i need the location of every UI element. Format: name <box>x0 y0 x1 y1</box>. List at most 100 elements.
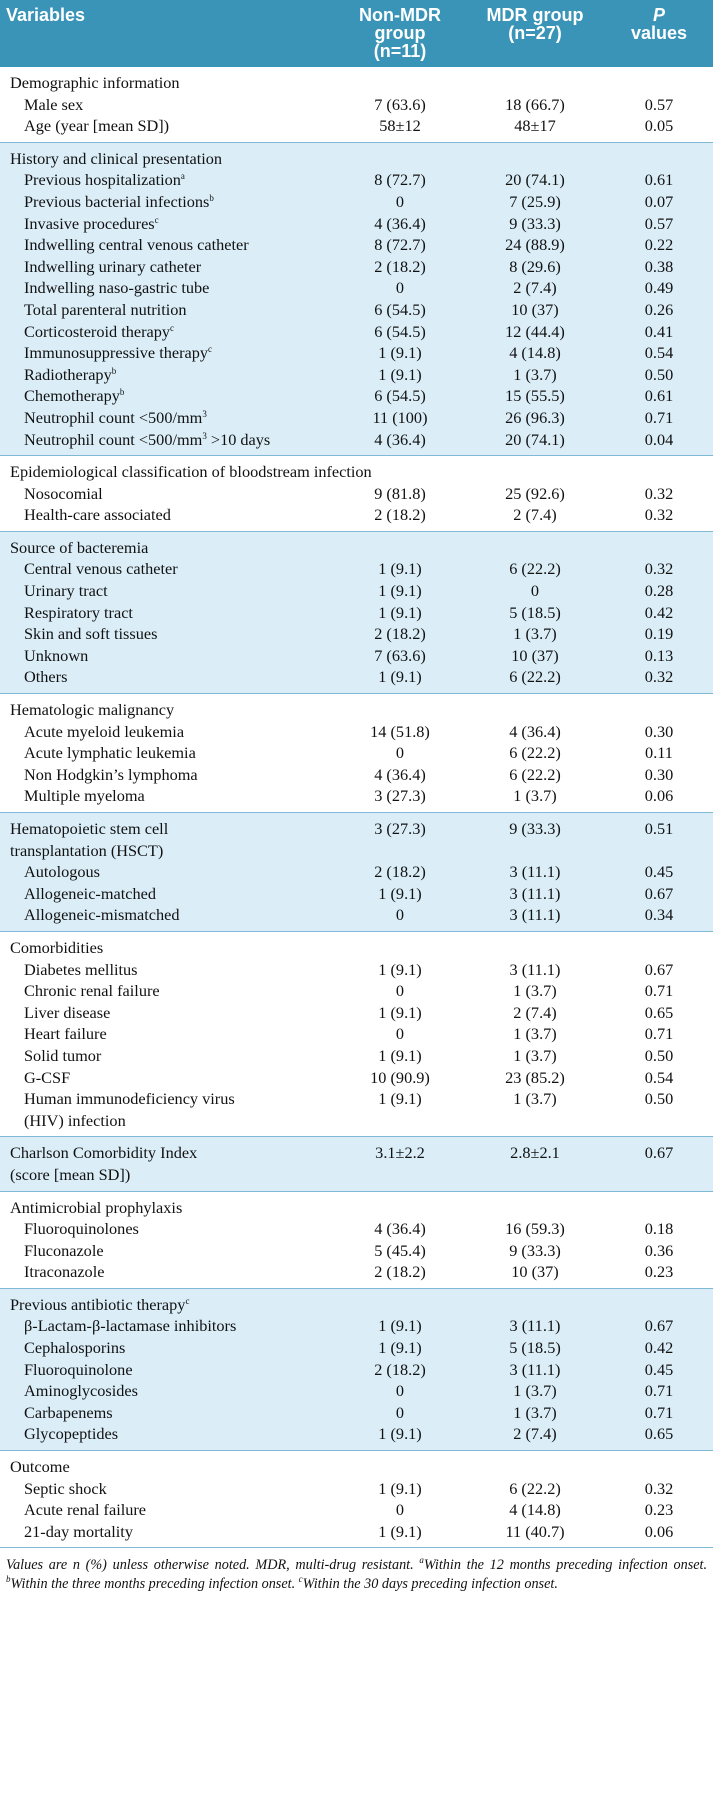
non-mdr-value: 8 (72.7) <box>335 169 465 191</box>
row-label-text: Neutrophil count <500/mm <box>24 429 203 449</box>
mdr-value: 4 (14.8) <box>509 1500 561 1520</box>
table-row: Diabetes mellitus 1 (9.1) 3 (11.1) 0.67 <box>0 959 713 981</box>
table-row: Fluoroquinolone 2 (18.2) 3 (11.1) 0.45 <box>0 1358 713 1381</box>
p-value: 0.57 <box>644 94 674 114</box>
table-row: Glycopeptides 1 (9.1) 2 (7.4) 0.65 <box>0 1423 713 1451</box>
non-mdr-value: 7 (63.6) <box>335 644 465 667</box>
non-mdr-value <box>335 693 465 721</box>
non-mdr-value: 9 (81.8) <box>374 483 426 503</box>
row-label-text: Non Hodgkin’s lymphoma <box>24 764 198 784</box>
row-label-text: Chronic renal failure <box>24 981 160 1001</box>
p-value: 0.71 <box>605 406 713 429</box>
mdr-value: 9 (33.3) <box>465 212 605 235</box>
non-mdr-value: 8 (72.7) <box>335 234 465 256</box>
non-mdr-value: 6 (54.5) <box>335 385 465 407</box>
mdr-value: 8 (29.6) <box>465 255 605 278</box>
row-label-text: Fluoroquinolone <box>24 1359 133 1379</box>
mdr-value: 2.8±2.1 <box>465 1136 605 1164</box>
superscript-mark: 3 <box>202 408 207 419</box>
p-value <box>605 1110 713 1137</box>
table-row: Cephalosporins 1 (9.1) 5 (18.5) 0.42 <box>0 1337 713 1359</box>
table-row: Acute renal failure 0 4 (14.8) 0.23 <box>0 1499 713 1521</box>
non-mdr-value: 1 (9.1) <box>378 1002 422 1022</box>
non-mdr-value: 5 (45.4) <box>374 1240 426 1260</box>
mdr-value: 6 (22.2) <box>465 666 605 694</box>
section-title-text: History and clinical presentation <box>10 148 223 168</box>
mdr-value: 1 (3.7) <box>465 623 605 645</box>
table-row: Chemotherapyb 6 (54.5) 15 (55.5) 0.61 <box>0 385 713 407</box>
row-label-text: Fluoroquinolones <box>24 1219 139 1239</box>
p-value: 0.50 <box>605 363 713 386</box>
mdr-value: 10 (37) <box>465 644 605 667</box>
p-value <box>605 1287 713 1316</box>
non-mdr-value: 11 (100) <box>335 406 465 429</box>
mdr-value <box>465 839 605 862</box>
mdr-value: 2 (7.4) <box>513 505 557 525</box>
mdr-value: 16 (59.3) <box>505 1219 565 1239</box>
section-title: Comorbidities <box>0 930 335 959</box>
section-title-row: Outcome <box>0 1450 713 1478</box>
superscript-mark: b <box>119 387 125 398</box>
table-row: Indwelling urinary catheter 2 (18.2) 8 (29… <box>0 255 713 278</box>
non-mdr-value: 14 (51.8) <box>370 721 430 741</box>
row-label: Indwelling naso-gastric tube <box>0 277 335 299</box>
table-row: Non Hodgkin’s lymphoma 4 (36.4) 6 (22.2) 0.… <box>0 764 713 786</box>
p-value: 0.71 <box>644 1024 674 1044</box>
table-row: Immunosuppressive therapyc 1 (9.1) 4 (14.8… <box>0 342 713 364</box>
table-row: Acute lymphatic leukemia 0 6 (22.2) 0.11 <box>0 742 713 764</box>
section-group: Comorbidities Diabetes mellitus 1 (9.1) 3 (… <box>0 930 713 1137</box>
p-value <box>605 839 713 862</box>
mdr-value: 3 (11.1) <box>465 904 605 932</box>
section-title-row: Hematologic malignancy <box>0 693 713 721</box>
mdr-value: 20 (74.1) <box>465 428 605 456</box>
table-row: Allogeneic-mismatched 0 3 (11.1) 0.34 <box>0 904 713 932</box>
mdr-value: 18 (66.7) <box>505 94 565 114</box>
non-mdr-value: 0 <box>335 904 465 932</box>
non-mdr-value: 7 (63.6) <box>374 94 426 114</box>
superscript-mark: c <box>185 1295 190 1306</box>
row-label-text: Others <box>24 667 68 687</box>
non-mdr-value: 0 <box>395 743 405 763</box>
row-label: Autologous <box>0 861 335 883</box>
p-value: 0.38 <box>605 255 713 278</box>
non-mdr-value <box>335 930 465 959</box>
non-mdr-value: 4 (36.4) <box>335 428 465 456</box>
p-value: 0.34 <box>605 904 713 932</box>
row-label: Carbapenems <box>0 1401 335 1424</box>
mdr-value: 3 (11.1) <box>465 861 605 883</box>
row-label: 21-day mortality <box>0 1520 335 1549</box>
non-mdr-value: 6 (54.5) <box>335 320 465 343</box>
non-mdr-value: 1 (9.1) <box>335 580 465 602</box>
table-row: Acute myeloid leukemia 14 (51.8) 4 (36.4) 0… <box>0 721 713 743</box>
section-title: Hematopoietic stem cell <box>0 811 335 840</box>
row-label: Health-care associated <box>0 504 335 531</box>
row-label: Allogeneic-mismatched <box>0 904 335 932</box>
non-mdr-value: 1 (9.1) <box>378 1045 422 1065</box>
table-row: Skin and soft tissues 2 (18.2) 1 (3.7) 0.19 <box>0 623 713 645</box>
non-mdr-value: 2 (18.2) <box>335 861 465 883</box>
p-value: 0.61 <box>605 385 713 407</box>
p-value <box>605 530 713 559</box>
row-label-text: Indwelling urinary catheter <box>24 256 202 276</box>
table-row: Respiratory tract 1 (9.1) 5 (18.5) 0.42 <box>0 601 713 624</box>
table-row: Fluoroquinolones 4 (36.4) 16 (59.3) 0.18 <box>0 1218 713 1240</box>
p-value: 0.32 <box>605 558 713 581</box>
mdr-value: 5 (18.5) <box>465 601 605 624</box>
mdr-value <box>465 1163 605 1191</box>
row-label-text: Invasive procedures <box>24 213 155 233</box>
row-label-text: Aminoglycosides <box>24 1381 138 1401</box>
mdr-value: 23 (85.2) <box>505 1067 565 1087</box>
row-label-text: Skin and soft tissues <box>24 624 158 644</box>
row-label: Skin and soft tissues <box>0 623 335 645</box>
header-mdr: MDR group (n=27) <box>465 0 605 67</box>
row-label: Liver disease <box>0 1002 335 1024</box>
p-value: 0.42 <box>605 601 713 624</box>
section-group: Charlson Comorbidity Index 3.1±2.2 2.8±2.1… <box>0 1136 713 1191</box>
non-mdr-value: 2 (18.2) <box>335 1358 465 1381</box>
p-value: 0.50 <box>644 1089 674 1109</box>
table-header: Variables Non-MDR group (n=11) MDR group(… <box>0 0 713 67</box>
mdr-value: 6 (22.2) <box>509 1478 561 1498</box>
table-row: Central venous catheter 1 (9.1) 6 (22.2) 0.… <box>0 558 713 581</box>
table-row: Human immunodeficiency virus 1 (9.1) 1 (3.… <box>0 1088 713 1110</box>
header-non-mdr: Non-MDR group (n=11) <box>335 0 465 67</box>
